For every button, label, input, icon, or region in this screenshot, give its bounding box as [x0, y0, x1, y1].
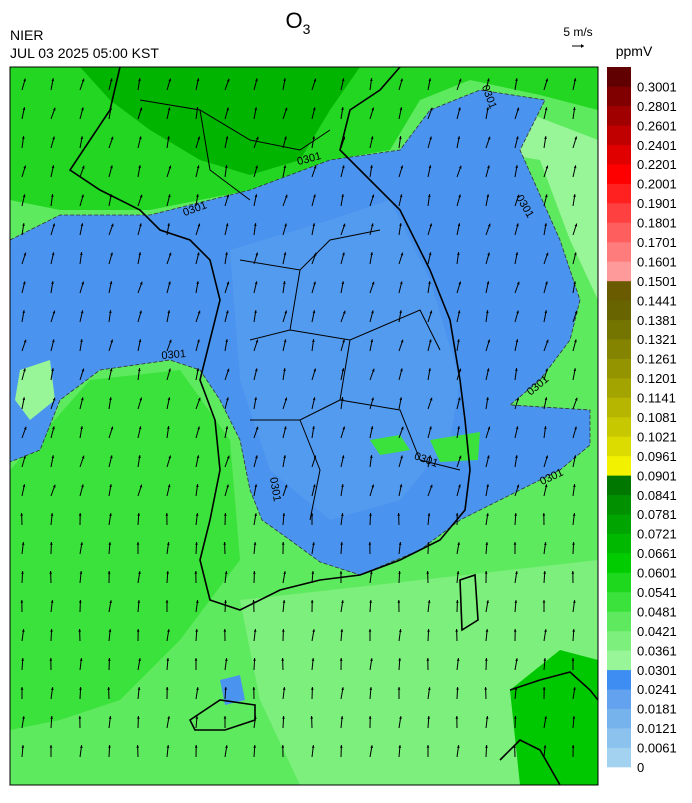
colorbar-segment: [607, 320, 631, 340]
colorbar-segment: [607, 339, 631, 359]
colorbar-segment: [607, 417, 631, 437]
colorbar-label: 0.1901: [637, 196, 677, 211]
colorbar-label: 0.2801: [637, 99, 677, 114]
colorbar-segment: [607, 514, 631, 534]
colorbar-label: 0.1601: [637, 254, 677, 269]
colorbar-label: 0.2401: [637, 138, 677, 153]
agency: NIER: [10, 27, 43, 43]
colorbar-segment: [607, 203, 631, 223]
colorbar-segment: [607, 242, 631, 262]
colorbar-segment: [607, 106, 631, 126]
colorbar-label: 0.0961: [637, 449, 677, 464]
colorbar-segment: [607, 534, 631, 554]
colorbar-label: 0.2601: [637, 118, 677, 133]
colorbar-segment: [607, 611, 631, 631]
colorbar-label: 0: [637, 760, 644, 775]
colorbar-segment: [607, 398, 631, 418]
colorbar-label: 0.0721: [637, 527, 677, 542]
colorbar-label: 0.2201: [637, 157, 677, 172]
colorbar-label: 0.0601: [637, 566, 677, 581]
colorbar-segment: [607, 436, 631, 456]
colorbar-label: 0.0541: [637, 585, 677, 600]
colorbar-label: 0.1081: [637, 410, 677, 425]
colorbar-segment: [607, 495, 631, 515]
colorbar: 0 0.0061 0.0121 0.0181 0.0241 0.0301 0.0361 0.0…: [607, 67, 677, 775]
title-sub: 3: [303, 21, 311, 37]
colorbar-segment: [607, 164, 631, 184]
title: O3: [286, 8, 311, 37]
colorbar-segment: [607, 748, 631, 768]
colorbar-label: 0.1441: [637, 293, 677, 308]
colorbar-segment: [607, 631, 631, 651]
colorbar-segment: [607, 709, 631, 729]
colorbar-segment: [607, 689, 631, 709]
colorbar-label: 0.0361: [637, 643, 677, 658]
colorbar-segment: [607, 475, 631, 495]
colorbar-label: 0.0841: [637, 488, 677, 503]
colorbar-label: 0.0301: [637, 663, 677, 678]
colorbar-label: 0.0121: [637, 721, 677, 736]
colorbar-label: 0.1201: [637, 371, 677, 386]
colorbar-label: 0.0781: [637, 507, 677, 522]
colorbar-segment: [607, 378, 631, 398]
colorbar-segment: [607, 184, 631, 204]
colorbar-segment: [607, 300, 631, 320]
colorbar-segment: [607, 145, 631, 165]
colorbar-label: 0.0661: [637, 546, 677, 561]
vector-scale-arrowhead: [581, 44, 584, 48]
datetime: JUL 03 2025 05:00 KST: [10, 45, 159, 61]
colorbar-segment: [607, 223, 631, 243]
colorbar-segment: [607, 125, 631, 145]
colorbar-label: 0.1321: [637, 332, 677, 347]
colorbar-segment: [607, 728, 631, 748]
colorbar-label: 0.0481: [637, 604, 677, 619]
colorbar-label: 0.0241: [637, 682, 677, 697]
colorbar-label: 0.1701: [637, 235, 677, 250]
colorbar-label: 0.0181: [637, 702, 677, 717]
colorbar-segment: [607, 456, 631, 476]
colorbar-label: 0.1261: [637, 352, 677, 367]
colorbar-label: 0.0061: [637, 741, 677, 756]
colorbar-segment: [607, 650, 631, 670]
title-main: O: [286, 8, 303, 33]
colorbar-segment: [607, 592, 631, 612]
colorbar-label: 0.1141: [637, 391, 676, 406]
colorbar-label: 0.1801: [637, 216, 677, 231]
vector-scale: 5 m/s: [563, 25, 592, 39]
colorbar-label: 0.0421: [637, 624, 677, 639]
colorbar-label: 0.1501: [637, 274, 677, 289]
colorbar-unit: ppmV: [616, 43, 653, 59]
colorbar-segment: [607, 573, 631, 593]
colorbar-segment: [607, 67, 631, 87]
colorbar-segment: [607, 359, 631, 379]
colorbar-segment: [607, 261, 631, 281]
colorbar-segment: [607, 86, 631, 106]
colorbar-label: 0.3001: [637, 79, 677, 94]
colorbar-segment: [607, 670, 631, 690]
colorbar-label: 0.2001: [637, 177, 677, 192]
colorbar-label: 0.1021: [637, 429, 677, 444]
colorbar-label: 0.0901: [637, 468, 677, 483]
contour-label: 0301: [161, 348, 186, 362]
colorbar-label: 0.1381: [637, 313, 677, 328]
colorbar-segment: [607, 281, 631, 301]
colorbar-segment: [607, 553, 631, 573]
